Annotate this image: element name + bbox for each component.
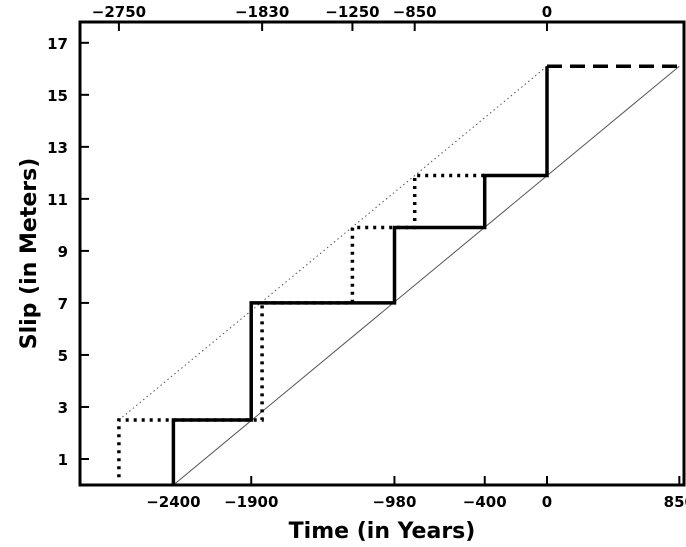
x-bottom-tick-label: 0 [542,493,552,511]
x-bottom-tick-label: −980 [373,493,417,511]
x-bottom-tick-label: −2400 [146,493,200,511]
plot-frame [78,20,686,487]
y-tick-label: 13 [47,139,68,157]
y-axis-title: Slip (in Meters) [17,158,42,350]
x-top-tick-label: −1830 [235,3,289,21]
y-tick-label: 9 [58,243,68,261]
series-thick-solid [171,66,549,485]
x-axis-title: Time (in Years) [289,519,476,544]
y-tick-label: 11 [47,191,68,209]
x-bottom-tick-label: 850 [664,493,686,511]
y-tick-label: 1 [58,451,68,469]
x-bottom-tick-label: −1900 [224,493,278,511]
x-top-tick-label: −2750 [92,3,146,21]
y-tick-label: 5 [58,347,68,365]
x-top-tick-label: 0 [542,3,552,21]
series-layer [117,64,680,486]
y-tick-label: 7 [58,295,68,313]
series-thin-solid [173,65,680,486]
y-tick-label: 15 [47,87,68,105]
x-top-tick-label: −850 [393,3,437,21]
y-tick-label: 3 [58,399,68,417]
y-tick-label: 17 [47,35,68,53]
x-bottom-tick-label: −400 [463,493,507,511]
labels-layer: 1357911131517−2400−1900−980−4000850−2750… [47,3,686,511]
x-top-tick-label: −1250 [325,3,379,21]
series-thin-dotted [118,65,548,421]
series-thick-dotted [117,173,485,478]
ticks-layer [80,22,681,485]
